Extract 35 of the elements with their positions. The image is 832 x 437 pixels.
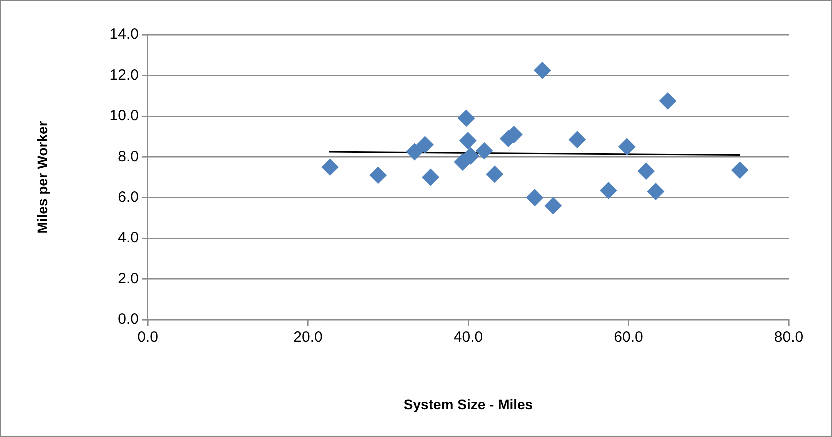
y-tick-label: 4.0 [118,230,139,247]
point [618,138,636,156]
y-tick-label: 8.0 [118,148,139,166]
x-tick-label: 60.0 [614,329,644,346]
y-tick-label: 10.0 [110,108,139,125]
x-tick-label: 40.0 [454,329,484,346]
point [370,166,387,184]
y-tick-label: 12.0 [110,66,139,84]
point [647,183,664,200]
y-tick-label: 14.0 [110,26,139,44]
point [600,182,618,200]
y-tick-label: 2.0 [118,270,139,288]
point [660,92,677,110]
point [486,166,504,183]
y-axis-title: Miles per Worker [34,120,50,234]
point [462,148,480,165]
point [460,132,477,150]
point [638,162,655,180]
y-tick-label: 0.0 [118,311,139,328]
x-tick-label: 80.0 [774,329,804,346]
point [322,158,339,176]
x-axis-title: System Size - Miles [404,396,534,412]
point [476,142,494,160]
point [406,144,424,161]
x-tick-label: 0.0 [138,329,158,346]
point [568,131,586,148]
point [544,198,562,214]
point [526,189,544,206]
point [732,162,749,179]
y-tick-label: 6.0 [118,189,139,206]
point [458,110,475,127]
point [416,136,434,154]
point [534,62,552,80]
point [422,169,440,186]
x-tick-label: 20.0 [294,329,323,346]
